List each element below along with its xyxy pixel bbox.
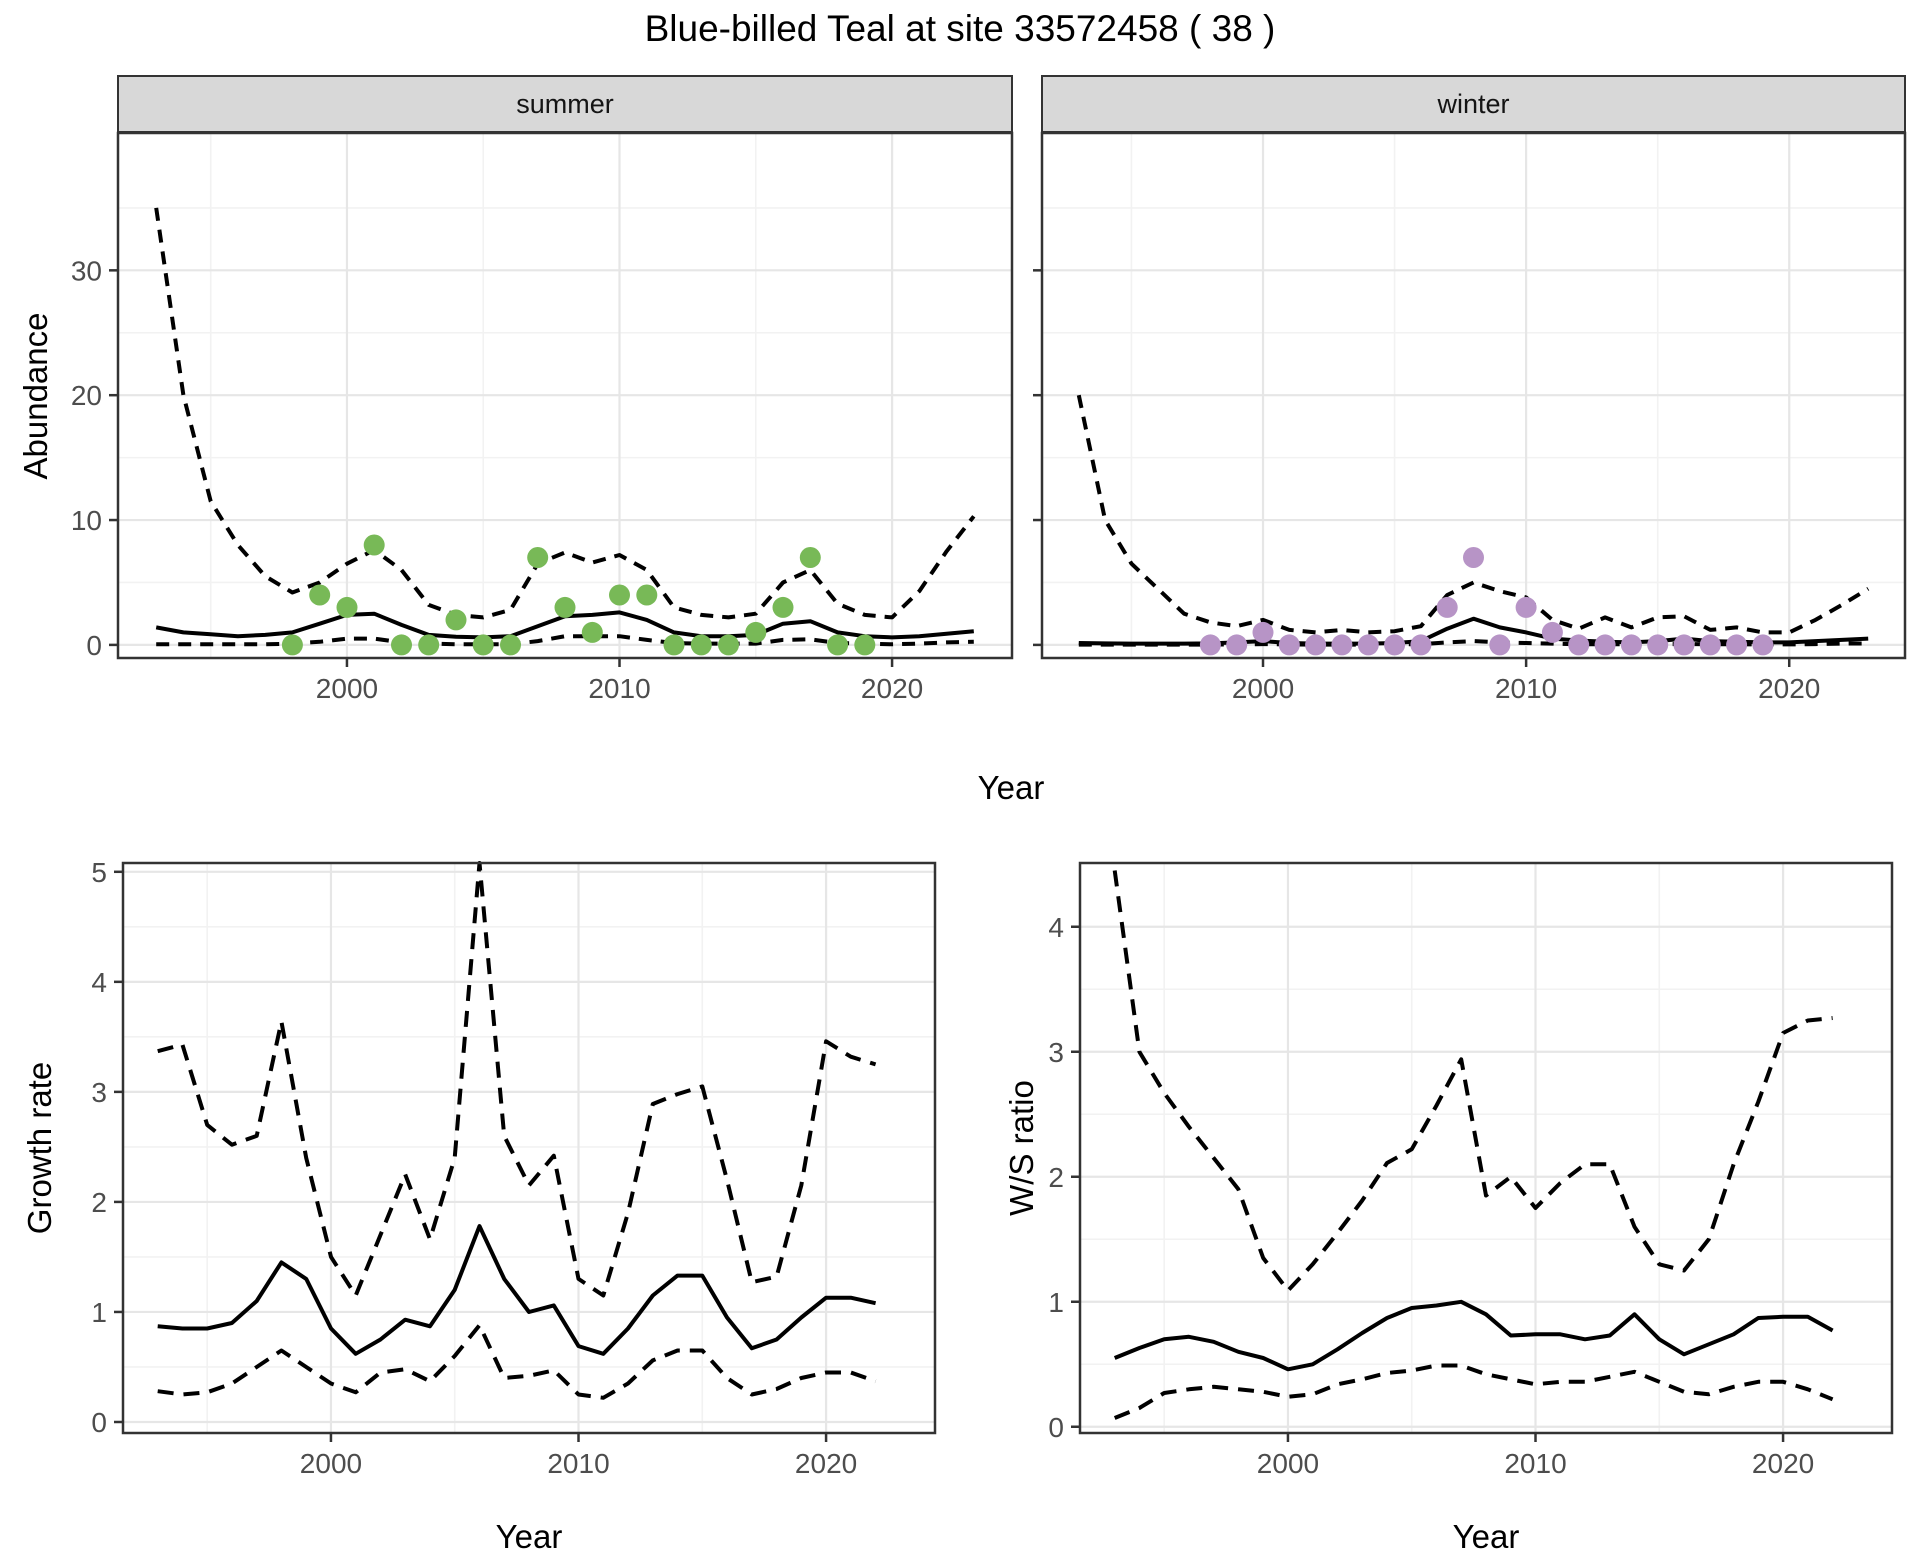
observation-dot bbox=[1463, 547, 1484, 568]
x-axis-title-year-ws: Year bbox=[1452, 1518, 1520, 1555]
y-tick-label: 0 bbox=[1048, 1412, 1064, 1443]
observation-dot bbox=[609, 584, 630, 606]
observation-dot bbox=[363, 534, 385, 556]
observation-dot bbox=[1752, 634, 1774, 656]
x-tick-label: 2000 bbox=[1257, 1448, 1319, 1479]
y-tick-label: 5 bbox=[91, 857, 107, 888]
observation-dot bbox=[309, 584, 331, 606]
x-tick-label: 2000 bbox=[316, 673, 378, 704]
y-tick-label: 3 bbox=[1048, 1037, 1064, 1068]
y-tick-label: 30 bbox=[71, 255, 102, 286]
x-tick-label: 2010 bbox=[547, 1448, 609, 1479]
observation-dot bbox=[1594, 634, 1616, 656]
y-tick-label: 0 bbox=[91, 1407, 107, 1438]
x-tick-label: 2020 bbox=[1758, 673, 1820, 704]
x-tick-label: 2000 bbox=[1232, 673, 1294, 704]
x-tick-label: 2010 bbox=[1504, 1448, 1566, 1479]
observation-dot bbox=[418, 634, 440, 656]
observation-dot bbox=[1384, 634, 1406, 656]
x-tick-label: 2010 bbox=[1495, 673, 1557, 704]
series-upper_ci-line bbox=[1112, 870, 1833, 1293]
y-tick-label: 1 bbox=[91, 1297, 107, 1328]
y-tick-label: 1 bbox=[1048, 1287, 1064, 1318]
x-axis-title-year-top: Year bbox=[977, 769, 1045, 806]
observation-dot bbox=[1699, 634, 1721, 656]
observation-dot bbox=[391, 634, 412, 656]
y-tick-label: 3 bbox=[91, 1077, 107, 1108]
observation-dot bbox=[745, 621, 767, 643]
observation-dot bbox=[772, 596, 794, 618]
observation-dot bbox=[336, 596, 358, 618]
panel-border-growth_rate bbox=[121, 861, 937, 1435]
x-tick-label: 2000 bbox=[300, 1448, 362, 1479]
observation-dot bbox=[1515, 596, 1537, 618]
series-median-line bbox=[1113, 1299, 1834, 1372]
observation-dot bbox=[1357, 634, 1379, 656]
series-lower_ci-line bbox=[157, 1323, 877, 1400]
observation-dot bbox=[527, 547, 549, 568]
observation-dot bbox=[718, 634, 739, 656]
observation-dot bbox=[554, 596, 576, 618]
observation-dot bbox=[1410, 634, 1432, 656]
y-tick-label: 4 bbox=[1048, 912, 1064, 943]
facet-strip-summer: summer bbox=[117, 75, 1013, 133]
x-tick-label: 2020 bbox=[795, 1448, 857, 1479]
observation-dot bbox=[1673, 634, 1695, 656]
observation-dot bbox=[1647, 634, 1669, 656]
x-tick-label: 2020 bbox=[861, 673, 923, 704]
observation-dot bbox=[1726, 634, 1748, 656]
observation-dot bbox=[1278, 634, 1300, 656]
x-tick-label: 2010 bbox=[588, 673, 650, 704]
panel-border-ws_ratio bbox=[1078, 861, 1894, 1435]
observation-dot bbox=[1331, 634, 1353, 656]
series-median-line bbox=[157, 1224, 877, 1356]
y-tick-label: 4 bbox=[91, 967, 107, 998]
observation-dot bbox=[636, 584, 658, 606]
observation-dot bbox=[690, 634, 712, 656]
y-tick-label: 2 bbox=[91, 1187, 107, 1218]
y-tick-label: 10 bbox=[71, 505, 102, 536]
observation-dot bbox=[581, 621, 603, 643]
observation-dot bbox=[827, 634, 849, 656]
series-lower_ci-line bbox=[156, 634, 974, 647]
observation-dot bbox=[1541, 621, 1563, 643]
observation-dot bbox=[799, 547, 821, 568]
observation-dot bbox=[1436, 596, 1458, 618]
series-upper_ci-line bbox=[1076, 394, 1870, 635]
y-tick-label: 2 bbox=[1048, 1162, 1064, 1193]
observation-dot bbox=[1620, 634, 1642, 656]
series-upper_ci-line bbox=[154, 207, 976, 620]
observation-dot bbox=[663, 634, 685, 656]
facet-strip-winter-label: winter bbox=[1437, 88, 1510, 119]
observation-dot bbox=[1226, 634, 1248, 656]
observation-dot bbox=[500, 634, 521, 656]
observation-dot bbox=[1489, 634, 1511, 656]
observation-dot bbox=[1305, 634, 1327, 656]
y-tick-label: 20 bbox=[71, 380, 102, 411]
x-tick-label: 2020 bbox=[1752, 1448, 1814, 1479]
observation-dot bbox=[1199, 634, 1221, 656]
facet-strip-winter: winter bbox=[1041, 75, 1906, 133]
facet-strip-summer-label: summer bbox=[516, 88, 614, 119]
observation-dot bbox=[445, 609, 467, 631]
observation-dot bbox=[1568, 634, 1590, 656]
series-lower_ci-line bbox=[1113, 1363, 1834, 1420]
observation-dot bbox=[1252, 621, 1274, 643]
observation-dot bbox=[472, 634, 494, 656]
chart-title: Blue-billed Teal at site 33572458 ( 38 ) bbox=[644, 8, 1276, 49]
x-axis-title-year-growth: Year bbox=[495, 1518, 563, 1555]
observation-dot bbox=[854, 634, 876, 656]
y-tick-label: 0 bbox=[86, 630, 102, 661]
series-upper_ci-line bbox=[157, 861, 877, 1298]
observation-dot bbox=[281, 634, 303, 656]
